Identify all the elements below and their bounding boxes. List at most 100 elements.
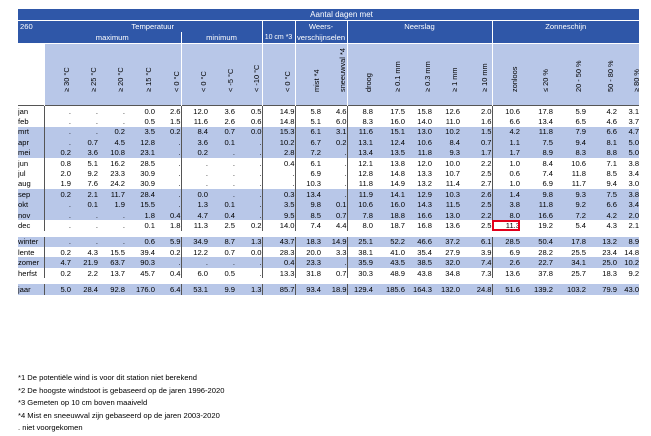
table-cell: 5.0	[43, 284, 71, 295]
table-cell: 1.5	[169, 117, 181, 127]
table-cell: 0.7	[224, 247, 235, 257]
table-cell: 6.0	[335, 117, 347, 127]
table-cell: 10.8	[98, 147, 125, 158]
table-cell: 0.0	[180, 189, 208, 200]
table-cell: 0.7	[208, 126, 235, 138]
table-cell: 0.2	[43, 147, 71, 158]
table-row: aug 1.9 7.6 24.2 30.9..... 10.3. 11.8 14.9 13.2 1…	[18, 178, 639, 190]
table-cell: 30.3	[346, 267, 373, 279]
table-cell: 39.4	[140, 247, 155, 257]
table-cell: 25.5	[571, 247, 586, 257]
table-cell: 9.9	[208, 284, 235, 295]
table-cell: 0.5	[224, 268, 235, 278]
table-cell: 37.8	[538, 268, 553, 278]
table-cell: 4.3	[87, 247, 98, 257]
table-cell: .	[208, 257, 235, 268]
table-cell: .	[180, 178, 208, 190]
table-cell: 0.2	[169, 247, 181, 257]
table-cell: 12.1	[346, 157, 373, 169]
table-cell: .	[344, 158, 347, 168]
table-cell: 5.8	[294, 105, 321, 117]
table-row: dec... 0.1 1.8 11.3 2.5 0.2 14.0 7.4 4.4 8.0 18.7 1…	[18, 220, 639, 231]
table-cell: 1.3	[235, 284, 262, 295]
table-cell: .	[98, 236, 125, 248]
table-cell: 38.5	[405, 257, 432, 268]
table-cell: 12.8	[125, 137, 155, 148]
row-label: sep	[18, 189, 44, 200]
table-cell: .	[71, 209, 98, 221]
column-header: mist *4	[294, 43, 321, 106]
table-cell: 11.8	[520, 199, 553, 210]
table-cell: 13.4	[538, 117, 553, 127]
row-label: apr	[18, 137, 44, 148]
table-row: jan... 0.0 2.6 12.0 3.6 0.5 14.9 5.8 4.6 8.8 17.5 1…	[18, 105, 640, 117]
table-cell: 16.0	[373, 199, 405, 210]
table-cell: 2.2	[87, 268, 98, 278]
table-cell: .	[43, 116, 71, 127]
table-cell: 1.8	[169, 220, 181, 230]
table-cell: 4.2	[491, 126, 520, 138]
table-cell: 25.1	[346, 236, 373, 248]
footnote: . niet voorgekomen	[18, 423, 83, 432]
table-row: mei 0.2 3.6 10.8 23.1. 0.2.. 2.8 7.2. 13.4 13.5 11…	[18, 147, 640, 158]
table-cell: 11.6	[180, 116, 208, 127]
table-cell: 5.4	[575, 220, 586, 230]
table-cell: .	[180, 257, 208, 268]
table-cell: .	[43, 199, 71, 210]
table-cell: 3.9	[480, 247, 492, 257]
table-cell: 4.7	[617, 126, 640, 138]
column-header-label: sneeuwval *4	[337, 48, 347, 92]
table-cell: .	[178, 169, 181, 179]
table-cell: 3.6	[208, 105, 235, 117]
table-cell: 2.6	[155, 105, 181, 117]
table-cell: 1.3	[180, 199, 208, 210]
column-header: ≥ 80 %	[617, 43, 640, 106]
table-cell: 12.0	[180, 105, 208, 117]
table-row: winter... 0.6 5.9 34.9 8.7 1.3 43.7 18.3 14.9 25.…	[18, 236, 640, 248]
table-row: jun 0.8 5.1 16.2 28.5.... 0.4 6.1. 12.1 13.8 12.0…	[18, 157, 639, 169]
table-cell: 0.7	[321, 209, 347, 221]
table-cell: .	[98, 209, 125, 221]
table-cell: 17.5	[373, 105, 405, 117]
table-cell: 0.5	[144, 117, 155, 127]
table-cell: 0.7	[71, 137, 98, 148]
column-header: zonloos	[491, 43, 520, 106]
table-cell: 12.4	[373, 137, 405, 148]
table-cell: 1.0	[491, 157, 520, 169]
table-cell: 103.2	[553, 284, 586, 295]
table-cell: 6.5	[575, 117, 586, 127]
column-header: 50 - 80 %	[586, 43, 617, 106]
table-cell: .	[155, 257, 181, 268]
column-header-label: zonloos	[510, 66, 520, 92]
group-temperatuur: Temperatuur	[44, 20, 263, 32]
table-cell: .	[43, 126, 71, 138]
column-header-label: ≥ 25 °C	[88, 67, 98, 92]
table-cell: 1.8	[125, 209, 155, 221]
table-cell: 7.1	[606, 158, 617, 168]
table-cell: 23.4	[602, 247, 617, 257]
table-cell: 11.3	[180, 220, 208, 231]
table-cell: 22.7	[520, 257, 553, 268]
table-cell: 0.8	[43, 157, 71, 169]
table-cell: 3.6	[180, 137, 208, 148]
row-label: zomer	[18, 257, 44, 268]
row-label: dec	[18, 220, 31, 230]
table-cell: 93.4	[294, 284, 321, 295]
table-cell: 10.2	[432, 126, 460, 138]
table-cell: 164.3	[405, 284, 432, 295]
table-cell: 23.3	[294, 257, 321, 268]
column-header-label: ≥ 80 %	[632, 69, 640, 92]
table-cell: 15.1	[373, 126, 405, 138]
table-cell: .	[71, 126, 98, 138]
table-cell: 7.5	[520, 137, 553, 148]
table-cell: 8.4	[180, 126, 208, 138]
column-header-label: ≥ 30 °C	[61, 67, 71, 92]
table-row: lente 0.2 4.3 15.5 39.4 0.2 12.2 0.7 0.0 28.3 20.0…	[18, 247, 639, 258]
table-cell: 11.7	[98, 189, 125, 200]
table-cell: 8.3	[346, 116, 373, 127]
table-cell: 9.3	[432, 147, 460, 158]
row-label: mrt	[18, 126, 44, 138]
table-cell: 2.6	[224, 117, 235, 127]
table-cell: 10.6	[405, 137, 432, 148]
table-cell: 16.2	[110, 158, 125, 168]
